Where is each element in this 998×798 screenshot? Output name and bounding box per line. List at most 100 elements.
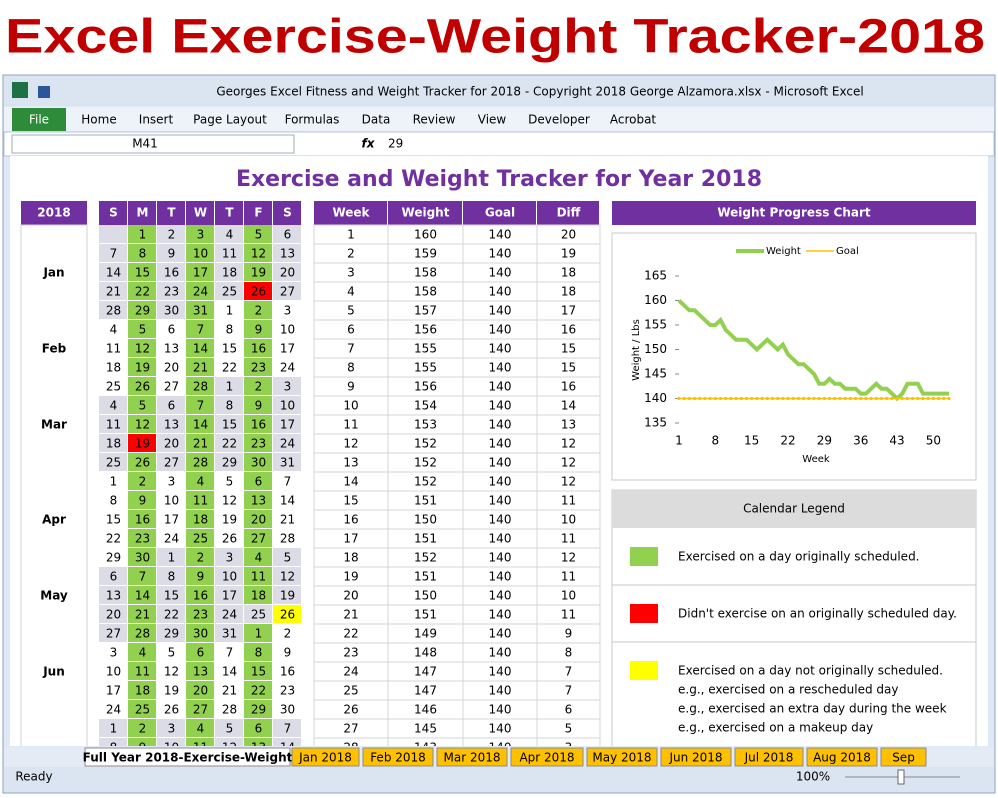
day-number: 12 bbox=[164, 665, 179, 679]
weekday-label: S bbox=[283, 206, 292, 220]
day-cell bbox=[99, 624, 127, 642]
day-cell bbox=[157, 643, 185, 661]
sheet-tab-label[interactable]: Sep bbox=[892, 751, 915, 765]
day-number: 27 bbox=[280, 285, 295, 299]
day-number: 24 bbox=[280, 361, 295, 375]
day-cell bbox=[128, 681, 156, 699]
table-value: 12 bbox=[561, 551, 576, 565]
day-number: 5 bbox=[139, 399, 147, 413]
day-number: 3 bbox=[226, 551, 234, 565]
day-cell bbox=[186, 301, 214, 319]
day-number: 1 bbox=[226, 304, 234, 318]
table-value: 140 bbox=[489, 722, 512, 736]
table-value: 140 bbox=[489, 646, 512, 660]
day-number: 17 bbox=[222, 589, 237, 603]
sheet-tab[interactable] bbox=[806, 747, 878, 767]
day-cell bbox=[157, 548, 185, 566]
day-number: 24 bbox=[164, 532, 179, 546]
sheet-tab[interactable] bbox=[84, 747, 291, 767]
day-cell bbox=[273, 548, 301, 566]
goal-marker bbox=[859, 396, 863, 401]
sheet-tab[interactable] bbox=[586, 747, 658, 767]
day-number: 16 bbox=[251, 342, 266, 356]
day-cell bbox=[157, 339, 185, 357]
day-cell bbox=[128, 339, 156, 357]
day-number: 22 bbox=[106, 532, 121, 546]
day-cell bbox=[273, 377, 301, 395]
table-value: 140 bbox=[489, 304, 512, 318]
day-cell bbox=[215, 567, 243, 585]
day-number: 2 bbox=[255, 304, 263, 318]
day-number: 23 bbox=[280, 684, 295, 698]
table-value: 13 bbox=[343, 456, 358, 470]
table-value: 12 bbox=[561, 456, 576, 470]
sheet-tab[interactable] bbox=[291, 747, 360, 767]
ribbon-tab[interactable]: Home bbox=[81, 113, 116, 127]
goal-marker bbox=[905, 396, 910, 401]
ribbon-tab[interactable]: Review bbox=[413, 113, 456, 127]
day-cell bbox=[273, 453, 301, 471]
sheet-tab-label[interactable]: Mar 2018 bbox=[444, 751, 501, 765]
day-number: 16 bbox=[164, 266, 179, 280]
day-number: 23 bbox=[251, 437, 266, 451]
day-cell bbox=[215, 491, 243, 509]
sheet-tab[interactable] bbox=[362, 747, 434, 767]
name-box[interactable] bbox=[11, 134, 295, 154]
ribbon-tab[interactable]: Insert bbox=[139, 113, 174, 127]
table-value: 22 bbox=[343, 627, 358, 641]
fx-icon[interactable]: fx bbox=[362, 137, 376, 151]
sheet-title: Exercise and Weight Tracker for Year 201… bbox=[236, 167, 762, 192]
table-value: 158 bbox=[414, 285, 437, 299]
day-number: 17 bbox=[193, 266, 208, 280]
sheet-tab-label[interactable]: Jul 2018 bbox=[744, 751, 794, 765]
day-cell bbox=[99, 681, 127, 699]
ribbon-tab[interactable]: File bbox=[29, 113, 49, 127]
table-value: 12 bbox=[343, 437, 358, 451]
day-number: 23 bbox=[251, 361, 266, 375]
ribbon-tab[interactable]: Page Layout bbox=[193, 113, 267, 127]
file-tab[interactable] bbox=[12, 108, 66, 131]
sheet-tab-label[interactable]: May 2018 bbox=[592, 751, 651, 765]
day-cell bbox=[273, 719, 301, 737]
sheet-tab[interactable] bbox=[734, 747, 804, 767]
ribbon-tab[interactable]: Developer bbox=[528, 113, 590, 127]
goal-marker bbox=[931, 396, 936, 401]
sheet-tab[interactable] bbox=[660, 747, 732, 767]
day-cell bbox=[128, 586, 156, 604]
goal-marker bbox=[864, 396, 868, 401]
day-cell bbox=[215, 681, 243, 699]
sheet-tab[interactable] bbox=[436, 747, 508, 767]
day-cell bbox=[186, 434, 214, 452]
day-number: 17 bbox=[106, 684, 121, 698]
table-value: 156 bbox=[414, 380, 437, 394]
y-tick-label: 140 bbox=[644, 391, 667, 405]
sheet-tab[interactable] bbox=[510, 747, 584, 767]
day-cell bbox=[186, 586, 214, 604]
day-cell bbox=[157, 491, 185, 509]
ribbon-tab[interactable]: Formulas bbox=[285, 113, 340, 127]
month-label: Feb bbox=[42, 342, 67, 356]
goal-marker bbox=[781, 396, 785, 401]
table-value: 140 bbox=[489, 456, 512, 470]
sheet-tab[interactable] bbox=[880, 747, 927, 767]
sheet-tab-label[interactable]: Jan 2018 bbox=[298, 751, 352, 765]
sheet-tab-label[interactable]: Jun 2018 bbox=[668, 751, 722, 765]
sheet-tab-label[interactable]: Apr 2018 bbox=[519, 751, 574, 765]
ribbon-tab[interactable]: Data bbox=[362, 113, 391, 127]
ribbon-tab[interactable]: Acrobat bbox=[610, 113, 657, 127]
day-number: 14 bbox=[280, 741, 295, 755]
sheet-tab-label[interactable]: Aug 2018 bbox=[813, 751, 871, 765]
table-value: 140 bbox=[489, 285, 512, 299]
day-number: 2 bbox=[139, 475, 147, 489]
day-cell bbox=[99, 719, 127, 737]
sheet-tab-label[interactable]: Feb 2018 bbox=[370, 751, 426, 765]
zoom-thumb[interactable] bbox=[897, 769, 905, 785]
sheet-tab-label[interactable]: Full Year 2018-Exercise-Weight bbox=[83, 751, 293, 765]
goal-marker bbox=[765, 396, 769, 401]
zoom-level: 100% bbox=[796, 770, 830, 784]
table-value: 152 bbox=[414, 475, 437, 489]
page-title: Excel Exercise-Weight Tracker-2018 bbox=[5, 11, 985, 64]
day-number: 25 bbox=[193, 532, 208, 546]
day-number: 14 bbox=[193, 418, 208, 432]
ribbon-tab[interactable]: View bbox=[478, 113, 507, 127]
